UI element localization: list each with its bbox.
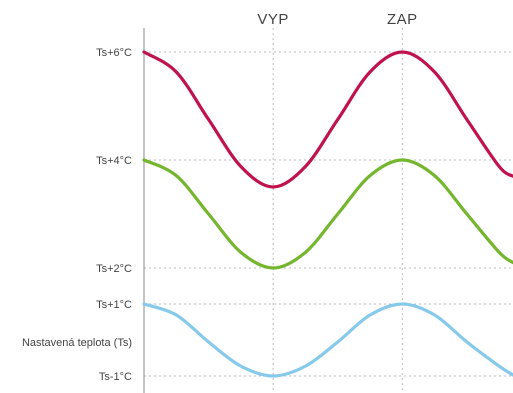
y-axis-label-3: Ts+1°C [96, 299, 132, 311]
series-line-0 [142, 50, 513, 189]
label-layer: Ts+6°C Ts+4°C Ts+2°C Ts+1°C Nastavená teplot… [22, 11, 418, 383]
y-axis-label-0: Ts+6°C [96, 47, 132, 59]
y-axis-label-2: Ts+2°C [96, 263, 132, 275]
y-axis-label-1: Ts+4°C [96, 155, 132, 167]
y-axis-label-5: Ts-1°C [99, 371, 132, 383]
series-layer [142, 50, 513, 378]
grid-layer [144, 28, 513, 393]
series-line-2 [142, 302, 513, 378]
y-axis-label-4: Nastavená teplota (Ts) [22, 337, 132, 349]
series-line-1 [142, 158, 513, 270]
top-label-vyp: VYP [257, 11, 289, 28]
top-label-zap: ZAP [387, 11, 418, 28]
